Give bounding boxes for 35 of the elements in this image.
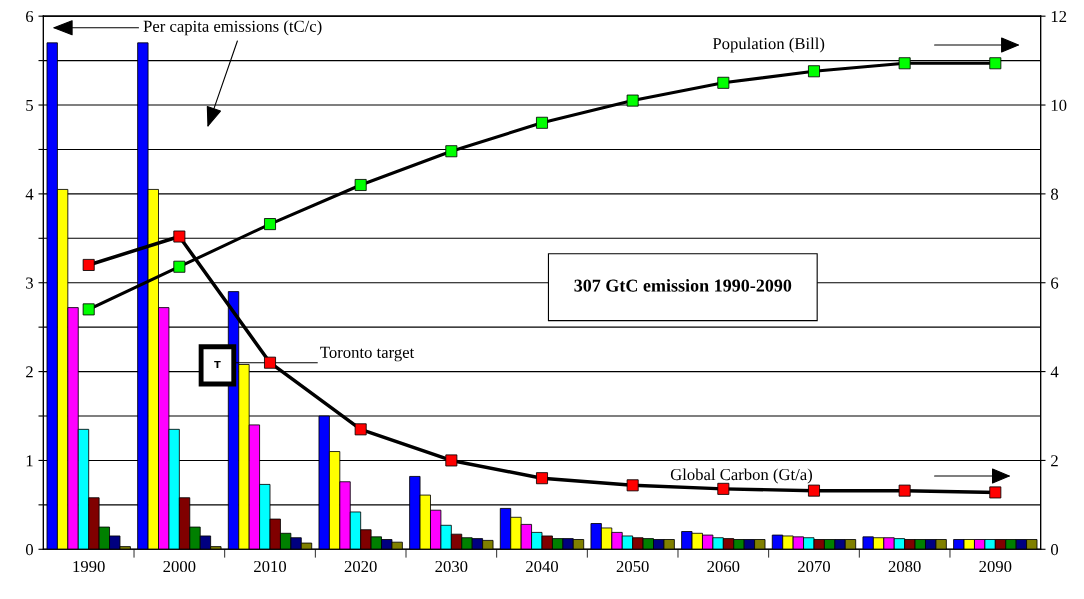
y-tick-label: 2 <box>26 366 33 378</box>
y-tick-label: 4 <box>25 188 34 200</box>
y2-tick-label: 2 <box>1051 455 1058 467</box>
y-tick-label: 5 <box>26 99 33 111</box>
x-tick-label: 2020 <box>344 560 377 573</box>
y2-tick-label: 6 <box>1051 277 1059 289</box>
y-tick-label: 0 <box>25 543 33 556</box>
point <box>808 65 820 78</box>
x-tick-label: 2040 <box>526 560 559 573</box>
y-tick-label: 3 <box>26 277 33 289</box>
y2-tick-label: 12 <box>1051 10 1067 22</box>
point <box>354 179 367 191</box>
x-tick-label: 2010 <box>254 560 287 573</box>
annotation: Per capita emissions (tC/c) <box>143 20 322 36</box>
annotation: Toronto target <box>320 346 415 362</box>
series-label: Global Carbon (Gt/a) <box>670 468 812 484</box>
y-tick-label: 1 <box>26 455 33 467</box>
y2-tick-label: 0 <box>1051 543 1059 556</box>
annotation: T <box>214 360 221 369</box>
y2-tick-label: 8 <box>1051 188 1059 200</box>
series-label: Population (Bill) <box>712 37 825 53</box>
x-tick-label: 2090 <box>979 560 1012 573</box>
x-tick-label: 2000 <box>163 560 196 573</box>
x-tick-label: 2030 <box>435 560 468 573</box>
point <box>82 258 95 271</box>
x-tick-label: 2070 <box>798 560 831 573</box>
y2-tick-label: 4 <box>1050 366 1059 378</box>
x-tick-label: 2050 <box>616 560 649 573</box>
x-tick-label: 2080 <box>888 560 921 573</box>
x-tick-label: 2060 <box>707 560 740 573</box>
x-tick-label: 1990 <box>73 560 105 573</box>
annotation: 307 GtC emission 1990-2090 <box>574 278 792 292</box>
y2-tick-label: 10 <box>1051 99 1067 111</box>
y-tick-label: 6 <box>26 10 34 23</box>
point <box>264 356 276 369</box>
